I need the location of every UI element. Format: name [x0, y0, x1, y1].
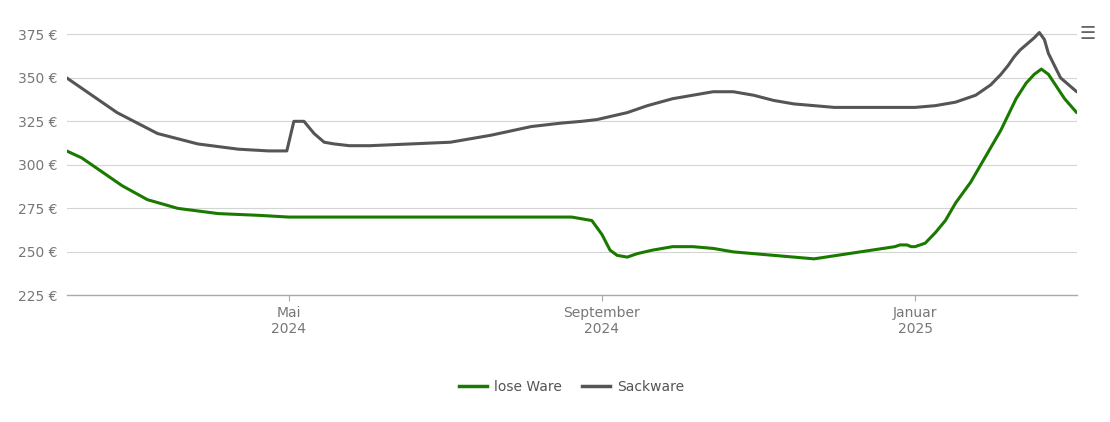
- Text: ☰: ☰: [1079, 25, 1096, 43]
- Legend: lose Ware, Sackware: lose Ware, Sackware: [454, 375, 689, 400]
